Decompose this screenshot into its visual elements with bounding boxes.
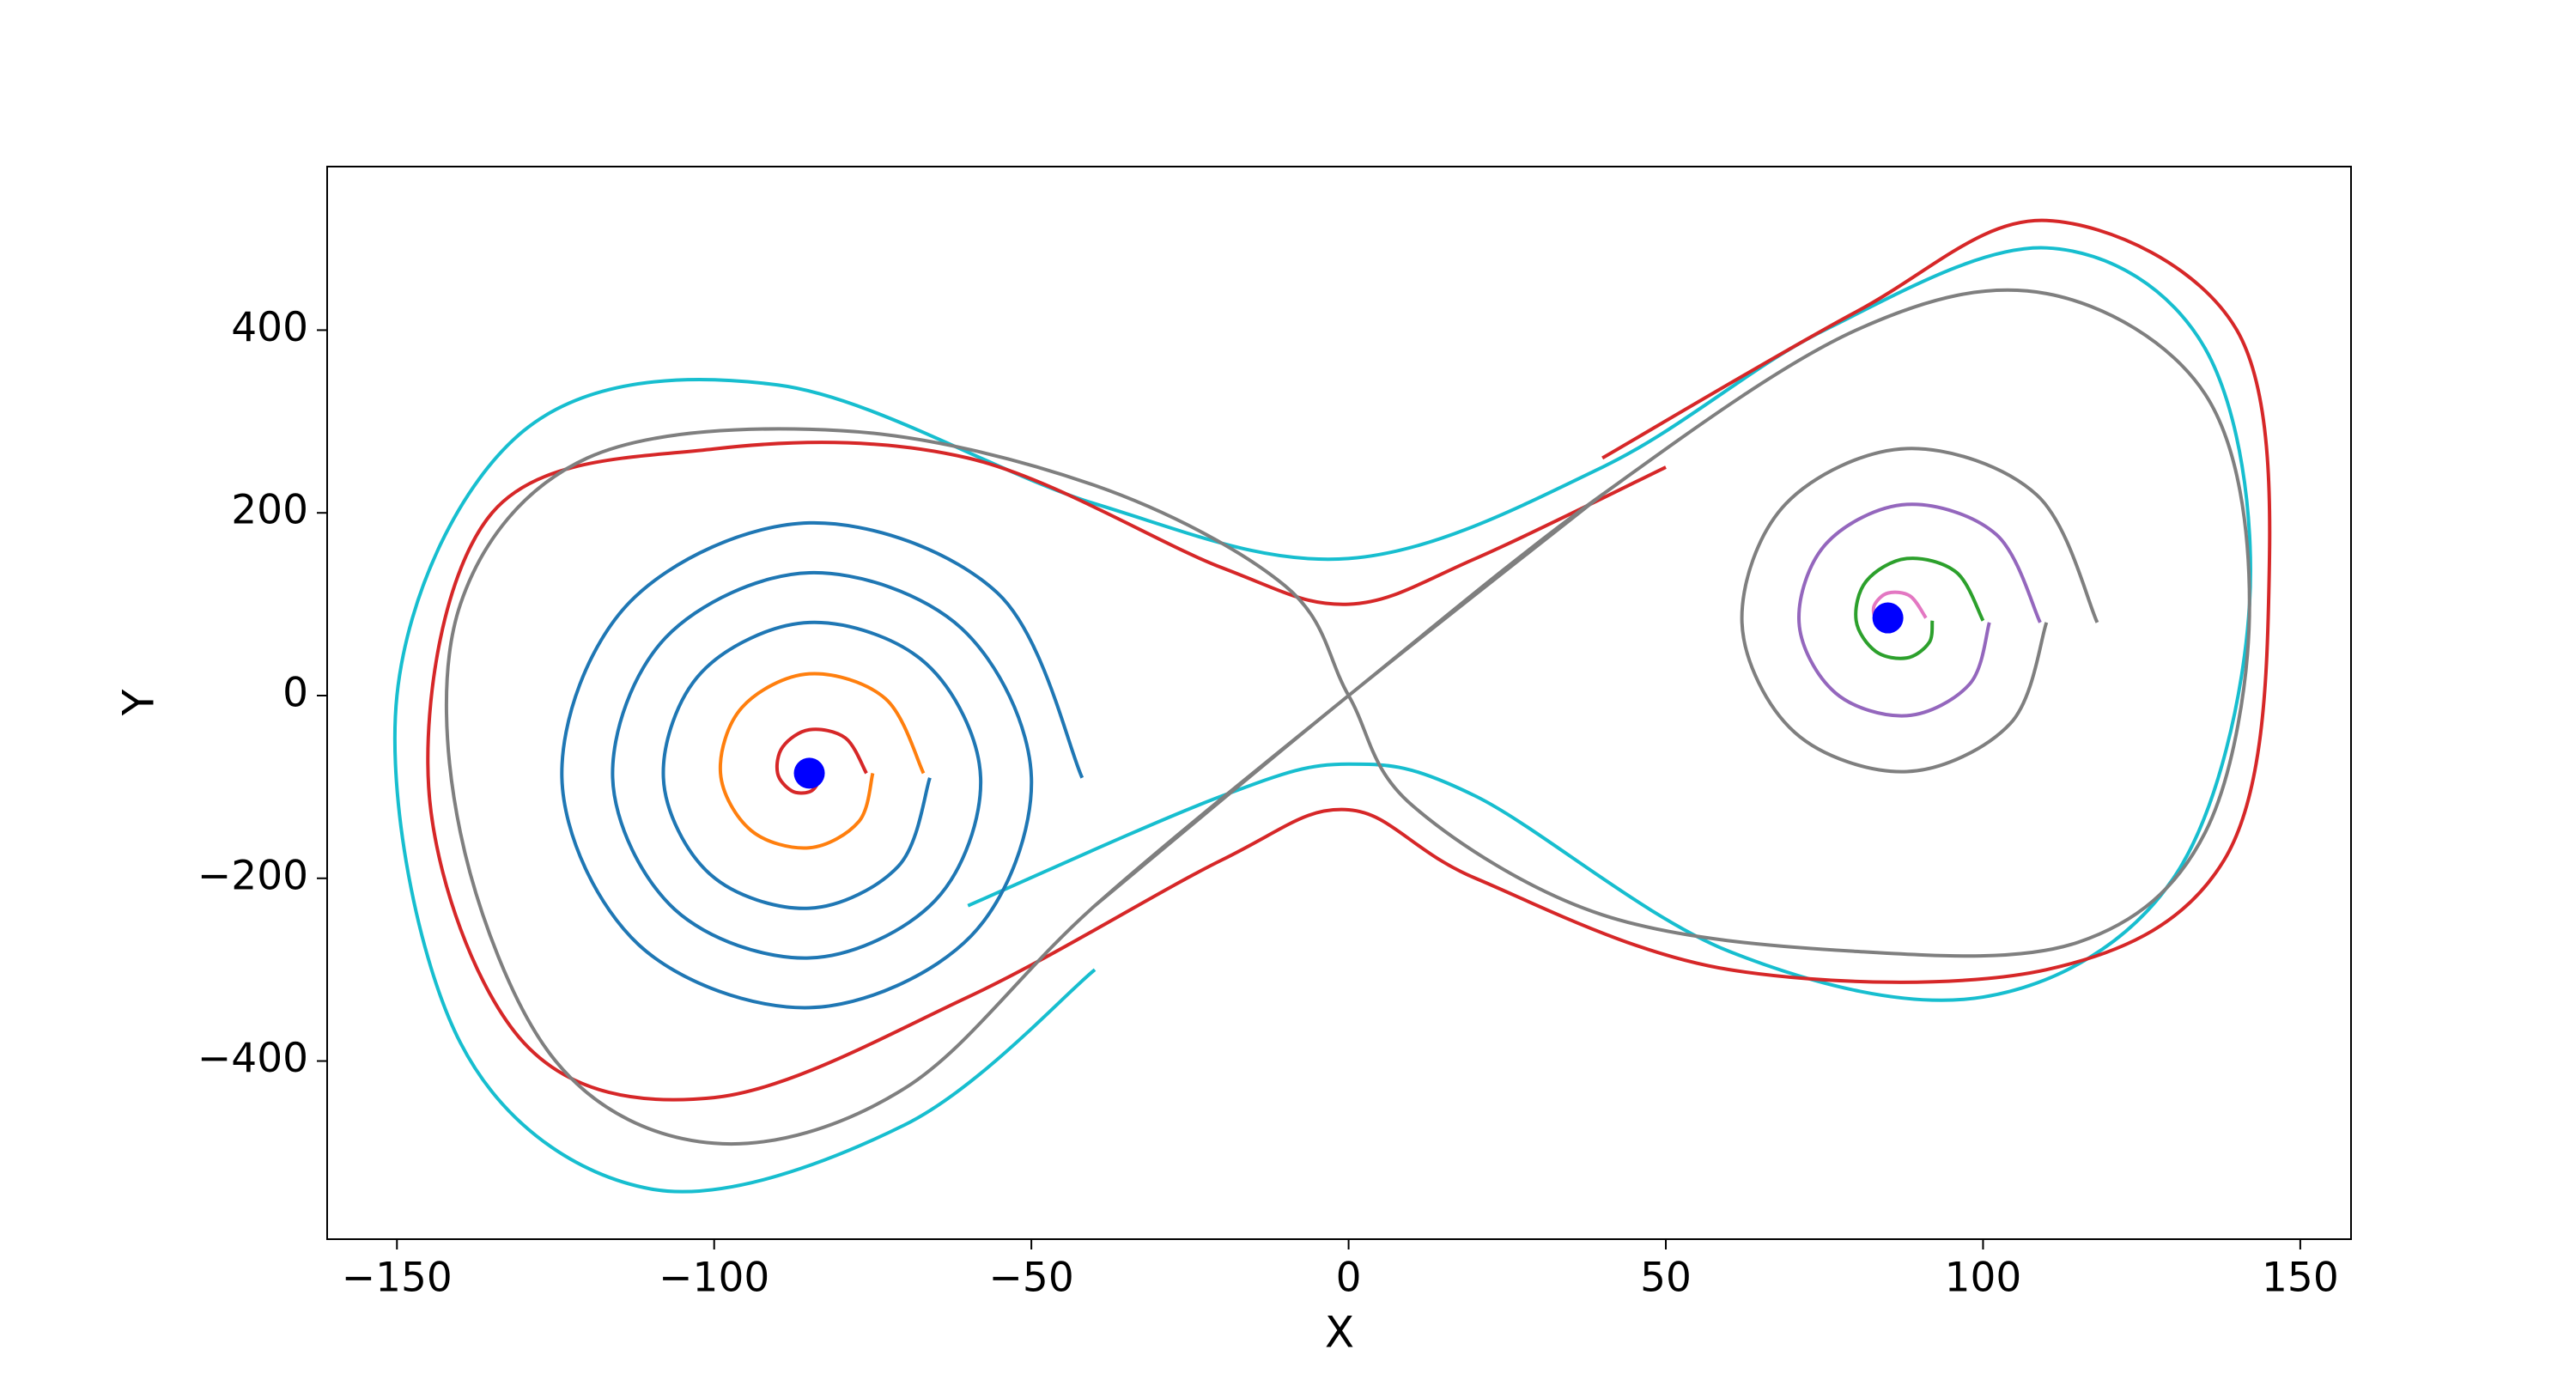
x-tick-label: −50 xyxy=(989,1255,1074,1302)
trajectory xyxy=(426,218,2272,1102)
trajectory xyxy=(1854,556,1985,660)
x-tick-label: 50 xyxy=(1640,1255,1692,1302)
fixed-point xyxy=(1872,602,1904,634)
trajectory xyxy=(775,727,868,795)
x-tick-label: 0 xyxy=(1336,1255,1362,1302)
plot-frame xyxy=(326,166,2352,1240)
y-axis-label: Y xyxy=(114,689,164,716)
trajectory xyxy=(560,520,1084,1010)
x-tick-label: −150 xyxy=(342,1255,453,1302)
y-tick-label: −400 xyxy=(197,1035,308,1082)
y-tick-label: −200 xyxy=(197,852,308,899)
y-tick-label: 400 xyxy=(231,304,308,351)
fixed-point xyxy=(793,757,825,789)
x-tick-label: 100 xyxy=(1945,1255,2022,1302)
trajectory xyxy=(1797,502,2042,718)
y-tick-label: 200 xyxy=(231,487,308,534)
trajectory xyxy=(1740,447,2099,774)
x-axis-label: X xyxy=(1325,1308,1354,1358)
trajectory xyxy=(718,672,926,850)
x-tick-label: −100 xyxy=(659,1255,769,1302)
x-tick-label: 150 xyxy=(2262,1255,2339,1302)
trajectory xyxy=(392,246,2252,1194)
y-tick-label: 0 xyxy=(283,669,308,716)
trajectory xyxy=(444,288,2251,1146)
